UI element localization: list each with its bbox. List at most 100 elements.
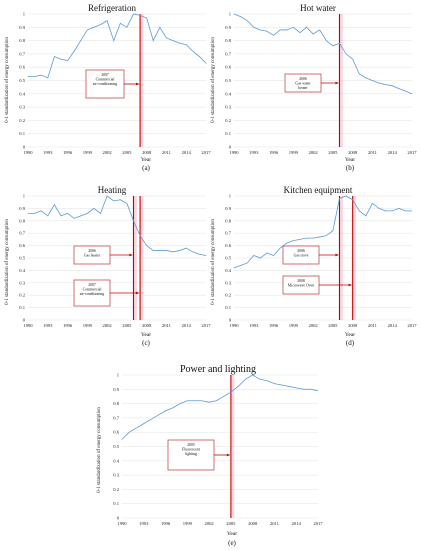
x-tick-label: 1993: [249, 323, 259, 328]
y-tick-label: 0.3: [113, 473, 119, 478]
x-tick-label: 2011: [270, 521, 280, 526]
x-tick-label: 1996: [63, 150, 73, 155]
data-point: [119, 199, 121, 201]
data-point: [113, 200, 115, 202]
data-point: [150, 418, 152, 420]
y-tick-label: 0.9: [113, 387, 119, 392]
y-tick-label: 0: [23, 145, 26, 150]
y-tick-label: 0.4: [113, 458, 119, 463]
y-tick-label: 0.9: [225, 206, 231, 211]
y-tick-label: 0.7: [225, 51, 231, 56]
arrow-head: [226, 453, 230, 457]
data-point: [246, 262, 248, 264]
data-point: [299, 32, 301, 33]
data-point: [106, 195, 108, 197]
y-tick-label: 0.4: [225, 268, 231, 273]
panel-c-title: Heating: [98, 185, 127, 195]
y-tick-label: 0.3: [19, 105, 25, 110]
annotation-text: Commercial: [83, 288, 102, 292]
y-tick-label: 0.7: [225, 231, 231, 236]
y-tick-label: 0.5: [19, 256, 25, 261]
y-tick-label: 0.7: [19, 231, 25, 236]
y-tick-label: 0.7: [19, 51, 25, 56]
data-point: [306, 237, 307, 239]
data-point: [34, 213, 35, 214]
data-point: [365, 215, 367, 217]
x-tick-label: 2014: [292, 521, 302, 526]
x-tick-label: 1993: [43, 323, 53, 328]
data-point: [352, 58, 354, 60]
data-point: [166, 37, 167, 39]
y-tick-label: 0.2: [19, 118, 25, 123]
x-tick-label: 2014: [182, 323, 192, 328]
data-point: [146, 17, 148, 19]
event-band: [133, 196, 137, 320]
series-line: [233, 13, 413, 95]
annotation-text: Gas heater: [84, 254, 101, 258]
panel-e-xlabel: Year: [227, 531, 237, 537]
x-tick-label: 1990: [23, 323, 33, 328]
data-point: [172, 407, 174, 409]
x-tick-label: 2014: [388, 323, 398, 328]
y-tick-label: 0: [229, 318, 232, 323]
panel-b-label: (b): [346, 164, 355, 172]
data-point: [165, 410, 166, 412]
event-band: [231, 375, 235, 518]
data-point: [186, 400, 188, 402]
y-tick-label: 0.9: [19, 25, 25, 30]
data-point: [345, 195, 347, 197]
data-point: [172, 251, 174, 253]
x-tick-label: 2002: [309, 323, 319, 328]
panel-c-label: (c): [142, 339, 150, 347]
y-tick-label: 1: [23, 12, 26, 17]
data-point: [332, 230, 334, 232]
y-tick-label: 0.1: [225, 305, 231, 310]
data-point: [325, 40, 327, 41]
data-point: [146, 245, 148, 246]
data-point: [281, 384, 283, 386]
data-point: [113, 40, 115, 41]
x-tick-label: 2011: [368, 150, 378, 155]
x-tick-label: 2002: [309, 150, 319, 155]
y-tick-label: 0.1: [225, 131, 231, 136]
panel-e-ylabel: 0-1 standardization of energy consumptio…: [97, 407, 102, 493]
y-tick-label: 0.3: [225, 280, 231, 285]
data-point: [199, 56, 200, 57]
y-tick-label: 0.2: [225, 118, 231, 123]
x-tick-label: 2005: [328, 323, 338, 328]
data-point: [223, 396, 224, 397]
data-point: [252, 374, 254, 376]
data-point: [339, 198, 340, 199]
series-line: [28, 195, 207, 256]
data-point: [279, 29, 281, 31]
data-point: [172, 40, 174, 41]
data-point: [325, 235, 327, 237]
data-point: [260, 29, 261, 31]
data-point: [385, 210, 386, 212]
annotation-year: 2008: [297, 279, 305, 283]
data-point: [152, 250, 154, 251]
x-tick-label: 2017: [407, 150, 417, 155]
x-tick-label: 1990: [229, 150, 239, 155]
y-tick-label: 0.6: [225, 65, 231, 70]
data-point: [292, 26, 294, 28]
data-point: [139, 14, 141, 16]
x-tick-label: 2005: [328, 150, 338, 155]
data-point: [119, 22, 121, 24]
x-tick-label: 2011: [162, 150, 172, 155]
y-tick-label: 0.5: [225, 256, 231, 261]
annotation-text: air-conditioning: [93, 82, 117, 86]
data-point: [205, 255, 207, 256]
arrow-head: [335, 81, 339, 85]
data-point: [86, 29, 88, 31]
data-point: [405, 210, 406, 212]
x-tick-label: 2005: [226, 521, 236, 526]
data-point: [67, 213, 68, 214]
data-point: [378, 208, 380, 209]
y-tick-label: 0.6: [19, 243, 25, 248]
data-point: [128, 431, 130, 433]
y-tick-label: 0.8: [113, 401, 119, 406]
x-tick-label: 2005: [122, 323, 132, 328]
y-tick-label: 0.2: [19, 293, 25, 298]
data-point: [398, 88, 400, 89]
